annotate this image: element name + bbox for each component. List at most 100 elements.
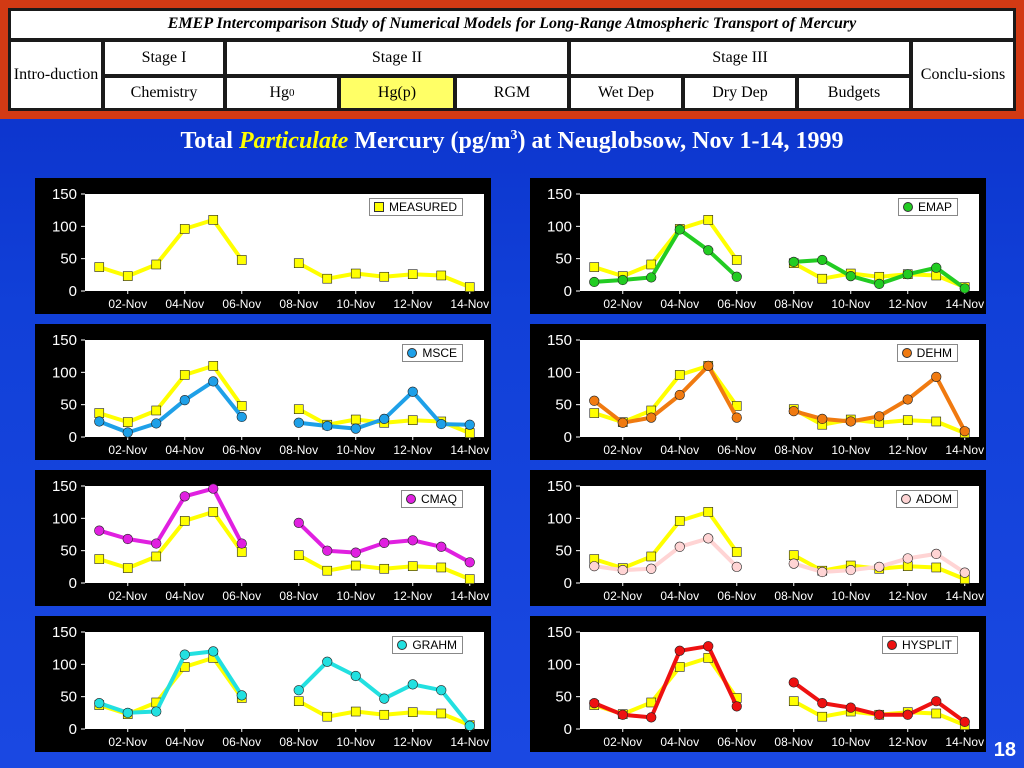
chart-svg: 0 50 100 150 02-Nov 04-Nov 06-Nov 08-Nov 10-Nov 1… bbox=[52, 478, 489, 603]
data-point-cmaq bbox=[122, 533, 133, 545]
x-tick-label: 06-Nov bbox=[222, 735, 261, 749]
data-point-msce bbox=[122, 427, 133, 438]
data-point-emap bbox=[874, 278, 885, 289]
x-tick-label: 14-Nov bbox=[945, 735, 984, 749]
chart-svg: 0 50 100 150 02-Nov 04-Nov 06-Nov 08-Nov 10-Nov 1… bbox=[547, 478, 984, 603]
nav-hgp-button[interactable]: Hg(p) bbox=[341, 78, 453, 108]
data-point-grahm bbox=[122, 707, 133, 718]
data-point-measured bbox=[407, 561, 418, 571]
nav-budgets-button[interactable]: Budgets bbox=[799, 78, 909, 108]
data-point-msce bbox=[350, 423, 361, 434]
y-tick-label: 0 bbox=[564, 283, 572, 300]
nav-drydep-button[interactable]: Dry Dep bbox=[685, 78, 795, 108]
chart-legend: ADOM bbox=[896, 490, 958, 508]
y-tick-label: 0 bbox=[69, 283, 77, 300]
data-point-cmaq bbox=[151, 538, 162, 549]
data-point-cmaq bbox=[322, 545, 333, 556]
legend-label: DEHM bbox=[916, 346, 952, 360]
nav-frame: EMEP Intercomparison Study of Numerical … bbox=[0, 0, 1024, 119]
data-point-adom bbox=[874, 561, 885, 572]
data-point-adom bbox=[788, 558, 799, 569]
data-point-dehm bbox=[931, 371, 942, 382]
data-point-adom bbox=[589, 561, 600, 572]
nav-conclusions-button[interactable]: Conclu-sions bbox=[913, 42, 1013, 108]
data-point-grahm bbox=[436, 685, 447, 696]
data-point-hysplit bbox=[845, 702, 856, 713]
data-point-measured bbox=[379, 271, 390, 282]
data-point-measured bbox=[931, 708, 942, 719]
data-point-measured bbox=[407, 415, 418, 425]
y-tick-label: 100 bbox=[52, 364, 77, 381]
nav-chemistry-button[interactable]: Chemistry bbox=[105, 78, 223, 108]
nav-wetdep-button[interactable]: Wet Dep bbox=[571, 78, 681, 108]
x-tick-label: 10-Nov bbox=[831, 443, 870, 457]
nav-title: EMEP Intercomparison Study of Numerical … bbox=[11, 11, 1013, 38]
x-tick-label: 06-Nov bbox=[717, 297, 756, 311]
data-point-measured bbox=[208, 361, 219, 371]
x-tick-label: 08-Nov bbox=[774, 589, 813, 603]
y-tick-label: 150 bbox=[547, 624, 572, 641]
x-tick-label: 02-Nov bbox=[108, 735, 147, 749]
data-point-measured bbox=[94, 408, 105, 418]
data-point-measured bbox=[788, 696, 799, 706]
data-point-grahm bbox=[379, 693, 390, 704]
nav-rgm-button[interactable]: RGM bbox=[457, 78, 567, 108]
x-tick-label: 06-Nov bbox=[222, 297, 261, 311]
y-tick-label: 0 bbox=[564, 575, 572, 592]
y-tick-label: 100 bbox=[547, 656, 572, 673]
x-tick-label: 04-Nov bbox=[660, 297, 699, 311]
data-point-adom bbox=[931, 548, 942, 559]
data-point-measured bbox=[179, 224, 190, 234]
data-point-cmaq bbox=[379, 537, 390, 549]
nav-introduction-button[interactable]: Intro-duction bbox=[11, 42, 101, 108]
x-tick-label: 14-Nov bbox=[450, 297, 489, 311]
data-point-measured bbox=[179, 370, 190, 380]
x-tick-label: 06-Nov bbox=[717, 735, 756, 749]
data-point-dehm bbox=[845, 416, 856, 427]
chart-legend: DEHM bbox=[896, 344, 958, 362]
data-point-measured bbox=[436, 270, 447, 281]
data-point-dehm bbox=[703, 360, 714, 371]
nav-stage2-button[interactable]: Stage II bbox=[227, 42, 567, 74]
x-tick-label: 10-Nov bbox=[336, 589, 375, 603]
legend-marker bbox=[901, 348, 912, 358]
nav-stage3-button[interactable]: Stage III bbox=[571, 42, 909, 74]
x-tick-label: 10-Nov bbox=[336, 443, 375, 457]
x-tick-label: 02-Nov bbox=[108, 443, 147, 457]
legend-marker bbox=[406, 494, 416, 504]
data-point-msce bbox=[379, 413, 390, 424]
x-tick-label: 08-Nov bbox=[279, 735, 318, 749]
data-point-measured bbox=[379, 709, 390, 720]
x-tick-label: 08-Nov bbox=[774, 443, 813, 457]
y-tick-label: 0 bbox=[69, 575, 77, 592]
nav-stage1-button[interactable]: Stage I bbox=[105, 42, 223, 74]
data-point-measured bbox=[674, 662, 685, 672]
legend-label: EMAP bbox=[917, 200, 952, 214]
data-point-measured bbox=[122, 417, 133, 427]
data-point-measured bbox=[817, 711, 828, 722]
x-tick-label: 14-Nov bbox=[450, 735, 489, 749]
data-point-hysplit bbox=[788, 677, 799, 688]
x-tick-label: 12-Nov bbox=[888, 297, 927, 311]
data-point-grahm bbox=[464, 720, 475, 731]
data-point-hysplit bbox=[874, 709, 885, 720]
page-title-emphasis: Particulate bbox=[238, 128, 349, 154]
data-point-dehm bbox=[817, 413, 828, 424]
legend-label: CMAQ bbox=[421, 492, 457, 506]
x-tick-label: 14-Nov bbox=[450, 589, 489, 603]
series-line-dehm bbox=[592, 363, 739, 425]
y-tick-label: 50 bbox=[60, 689, 77, 706]
data-point-adom bbox=[959, 567, 970, 578]
chart-legend: EMAP bbox=[897, 198, 958, 216]
x-tick-label: 12-Nov bbox=[888, 735, 927, 749]
data-point-msce bbox=[407, 386, 418, 397]
data-point-grahm bbox=[407, 679, 418, 690]
page-title-superscript: 3 bbox=[510, 128, 518, 143]
data-point-measured bbox=[236, 255, 247, 265]
x-tick-label: 12-Nov bbox=[393, 443, 432, 457]
x-tick-label: 04-Nov bbox=[660, 443, 699, 457]
data-point-measured bbox=[464, 428, 475, 438]
nav-hg0-button[interactable]: Hg 0 bbox=[227, 78, 337, 108]
data-point-measured bbox=[322, 273, 333, 284]
x-tick-label: 08-Nov bbox=[279, 589, 318, 603]
